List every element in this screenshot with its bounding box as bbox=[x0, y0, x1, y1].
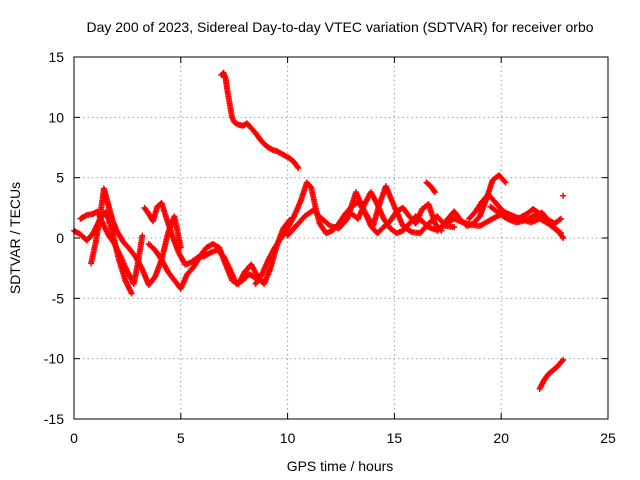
x-tick-label: 10 bbox=[280, 430, 296, 446]
data-point bbox=[501, 178, 508, 185]
data-point bbox=[560, 192, 567, 199]
x-tick-label: 15 bbox=[387, 430, 403, 446]
data-point bbox=[559, 358, 566, 365]
series-arc-F bbox=[218, 69, 302, 172]
series-arc-O bbox=[536, 356, 567, 392]
data-point bbox=[295, 165, 302, 172]
data-point bbox=[294, 163, 301, 170]
data-point bbox=[431, 187, 438, 194]
x-axis-label: GPS time / hours bbox=[287, 458, 394, 474]
y-tick-label: 10 bbox=[48, 109, 64, 125]
y-tick-label: 5 bbox=[56, 170, 64, 186]
y-axis-label: SDTVAR / TECUs bbox=[7, 182, 23, 294]
tick-marks bbox=[73, 56, 609, 420]
y-tick-label: -15 bbox=[44, 411, 64, 427]
data-marks bbox=[71, 69, 567, 392]
y-tick-label: 15 bbox=[48, 49, 64, 65]
data-point bbox=[560, 235, 567, 241]
series-arc-N bbox=[560, 192, 567, 199]
data-point bbox=[139, 232, 146, 239]
data-point bbox=[431, 189, 438, 196]
y-tick-label: -10 bbox=[44, 351, 64, 367]
x-tick-label: 5 bbox=[177, 430, 185, 446]
x-tick-label: 25 bbox=[600, 430, 616, 446]
series-arc-H bbox=[284, 183, 458, 239]
data-point bbox=[560, 356, 567, 363]
x-tick-label: 0 bbox=[70, 430, 78, 446]
data-point bbox=[558, 215, 565, 222]
series-arc-J bbox=[423, 179, 438, 196]
data-point bbox=[128, 290, 135, 297]
tick-labels: 0 5 10 15 20 25 15 10 5 0 -5 -10 -15 bbox=[44, 49, 616, 446]
grid bbox=[74, 57, 608, 419]
y-tick-label: 0 bbox=[56, 230, 64, 246]
series-arc-M bbox=[487, 203, 565, 227]
series-arc-C bbox=[88, 185, 184, 289]
data-point bbox=[502, 179, 509, 186]
chart-title: Day 200 of 2023, Sidereal Day-to-day VTE… bbox=[86, 19, 593, 35]
x-tick-label: 20 bbox=[493, 430, 509, 446]
data-point bbox=[559, 233, 566, 240]
data-point bbox=[451, 224, 458, 231]
y-tick-label: -5 bbox=[52, 290, 65, 306]
